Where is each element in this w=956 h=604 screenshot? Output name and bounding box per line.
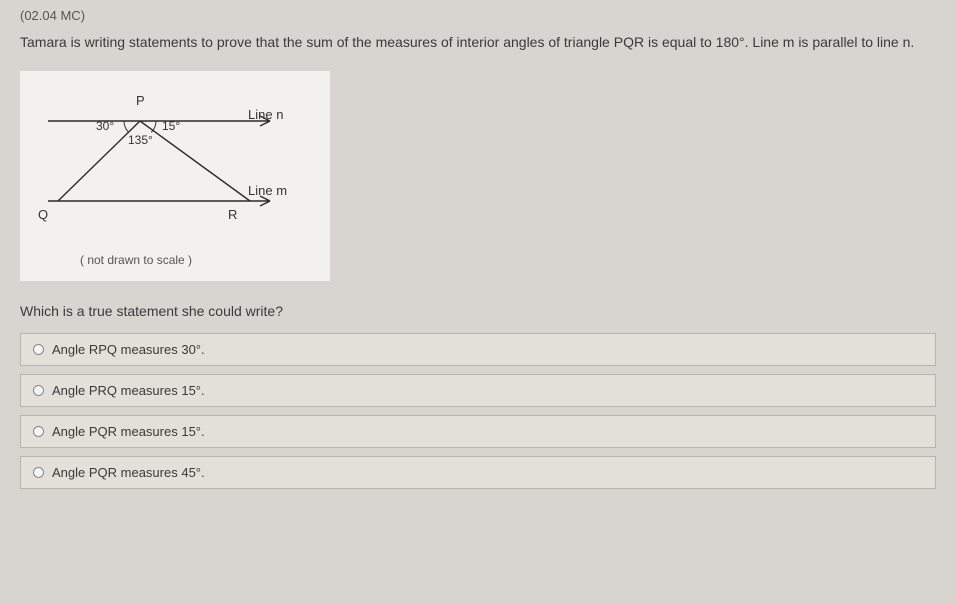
label-line-n: Line n xyxy=(248,107,283,122)
triangle-diagram xyxy=(20,71,330,251)
radio-icon xyxy=(33,426,44,437)
option-label: Angle PQR measures 45°. xyxy=(52,465,205,480)
label-p: P xyxy=(136,93,145,108)
label-line-m: Line m xyxy=(248,183,287,198)
option-label: Angle PQR measures 15°. xyxy=(52,424,205,439)
answer-option-1[interactable]: Angle PRQ measures 15°. xyxy=(20,374,936,407)
figure-caption: ( not drawn to scale ) xyxy=(80,253,192,267)
label-15: 15° xyxy=(162,119,180,133)
answer-option-0[interactable]: Angle RPQ measures 30°. xyxy=(20,333,936,366)
radio-icon xyxy=(33,467,44,478)
question-text: Which is a true statement she could writ… xyxy=(20,303,936,319)
answer-option-2[interactable]: Angle PQR measures 15°. xyxy=(20,415,936,448)
option-label: Angle PRQ measures 15°. xyxy=(52,383,205,398)
geometry-figure: P Line n Line m Q R 30° 15° 135° ( not d… xyxy=(20,71,330,281)
radio-icon xyxy=(33,344,44,355)
label-r: R xyxy=(228,207,237,222)
code-reference: (02.04 MC) xyxy=(20,8,936,23)
option-label: Angle RPQ measures 30°. xyxy=(52,342,205,357)
answer-option-3[interactable]: Angle PQR measures 45°. xyxy=(20,456,936,489)
problem-prompt: Tamara is writing statements to prove th… xyxy=(20,33,936,53)
label-135: 135° xyxy=(128,133,153,147)
label-30: 30° xyxy=(96,119,114,133)
label-q: Q xyxy=(38,207,48,222)
radio-icon xyxy=(33,385,44,396)
